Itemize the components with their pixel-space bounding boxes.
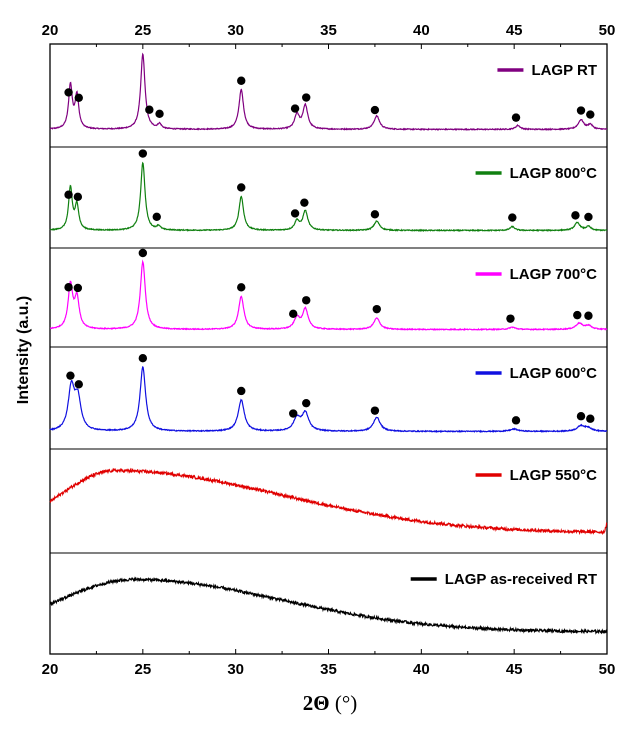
peak-marker (237, 183, 246, 192)
peak-marker (573, 310, 582, 320)
peak-marker (237, 76, 246, 85)
peak-marker (370, 105, 380, 115)
x-tick-label-bottom: 50 (599, 661, 616, 678)
peak-marker (302, 398, 311, 408)
peak-marker (300, 198, 309, 207)
peak-marker (586, 110, 595, 119)
peak-marker (584, 212, 593, 222)
peak-marker (138, 353, 148, 363)
peak-marker (302, 93, 311, 102)
x-axis-title-main: 2Θ (303, 691, 330, 715)
peak-marker (152, 212, 161, 222)
peak-marker (370, 406, 380, 415)
series-lines (49, 52, 608, 635)
x-tick-label-top: 40 (413, 22, 430, 39)
x-tick-label-bottom: 20 (42, 661, 59, 678)
x-axis-title-unit: (°) (330, 691, 358, 715)
peak-marker (138, 149, 148, 158)
x-axis-title: 2Θ (°) (303, 691, 357, 715)
series-line (49, 52, 608, 132)
x-tick-label-bottom: 30 (227, 661, 244, 678)
x-tick-label-top: 35 (320, 22, 337, 39)
legend-label: LAGP as-received RT (445, 571, 597, 588)
peak-marker (64, 283, 73, 292)
peak-marker (237, 283, 246, 292)
peak-marker (370, 210, 380, 219)
peak-marker (508, 213, 517, 222)
peak-marker (511, 113, 521, 122)
peak-marker (571, 211, 580, 220)
plot-frame (49, 43, 608, 655)
peak-marker (506, 314, 515, 323)
peak-marker (290, 104, 300, 113)
peak-marker (302, 296, 311, 305)
peak-marker (372, 304, 381, 314)
x-tick-label-top: 30 (227, 22, 244, 39)
peak-marker (64, 88, 73, 97)
series-line (49, 259, 608, 332)
peak-marker (145, 105, 154, 114)
peak-marker (511, 416, 521, 425)
legend-label: LAGP 800°C (510, 165, 598, 182)
x-tick-label-top: 45 (506, 22, 523, 39)
legend-label: LAGP 550°C (510, 467, 598, 484)
peak-marker (289, 409, 298, 418)
peak-marker (66, 371, 75, 380)
x-tick-label-bottom: 25 (134, 661, 151, 678)
x-tick-label-bottom: 40 (413, 661, 430, 678)
peak-marker (584, 311, 593, 320)
peak-marker (289, 309, 298, 319)
y-axis-title: Intensity (a.u.) (15, 296, 32, 404)
legend-label: LAGP RT (531, 62, 597, 79)
peak-markers (64, 76, 595, 425)
x-tick-label-bottom: 45 (506, 661, 523, 678)
peak-marker (64, 190, 73, 199)
series-line (49, 161, 608, 233)
peak-marker (155, 109, 164, 118)
peak-marker (74, 93, 83, 103)
legend-label: LAGP 600°C (510, 365, 598, 382)
peak-marker (586, 414, 595, 423)
x-tick-label-top: 25 (134, 22, 151, 39)
legend-label: LAGP 700°C (510, 266, 598, 283)
peak-marker (74, 380, 83, 389)
peak-marker (138, 248, 148, 258)
peak-marker (73, 283, 83, 293)
series-line (49, 576, 608, 635)
legends: LAGP RT LAGP 800°C LAGP 700°C LAGP 600°C LAG… (410, 62, 598, 588)
peak-marker (237, 386, 246, 396)
peak-marker (576, 412, 586, 421)
x-tick-label-top: 50 (599, 22, 616, 39)
series-line (49, 365, 608, 434)
peak-marker (290, 209, 300, 218)
x-tick-label-top: 20 (42, 22, 59, 39)
peak-marker (73, 192, 83, 202)
axis-ticks: 20 20 25 25 30 30 35 35 40 40 45 45 50 50 (42, 22, 616, 678)
series-line (49, 467, 608, 536)
panel-frames (49, 43, 608, 655)
x-tick-label-bottom: 35 (320, 661, 337, 678)
peak-marker (576, 106, 586, 115)
